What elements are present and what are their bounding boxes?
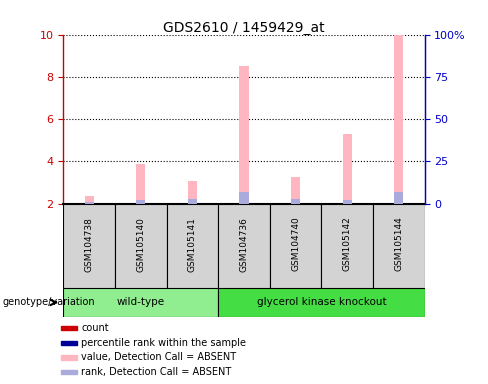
Bar bbox=[84, 202, 94, 204]
Text: GSM105142: GSM105142 bbox=[343, 217, 352, 271]
Bar bbox=[218, 204, 270, 288]
Bar bbox=[136, 164, 145, 204]
Bar bbox=[239, 192, 249, 204]
Bar bbox=[291, 177, 300, 204]
Bar bbox=[61, 370, 77, 374]
Bar bbox=[84, 196, 94, 204]
Bar bbox=[63, 204, 115, 288]
Bar bbox=[343, 200, 352, 204]
Text: wild-type: wild-type bbox=[117, 297, 165, 308]
Bar bbox=[115, 204, 166, 288]
Bar bbox=[166, 204, 218, 288]
Bar bbox=[63, 288, 218, 317]
Bar bbox=[61, 341, 77, 345]
Bar bbox=[61, 326, 77, 330]
Bar bbox=[343, 134, 352, 204]
Text: GSM104736: GSM104736 bbox=[240, 217, 248, 271]
Bar bbox=[188, 181, 197, 204]
Text: count: count bbox=[81, 323, 109, 333]
Text: rank, Detection Call = ABSENT: rank, Detection Call = ABSENT bbox=[81, 367, 231, 377]
Text: GSM104740: GSM104740 bbox=[291, 217, 300, 271]
Bar bbox=[239, 66, 249, 204]
Text: GDS2610 / 1459429_at: GDS2610 / 1459429_at bbox=[163, 21, 325, 35]
Bar bbox=[394, 192, 404, 204]
Bar bbox=[218, 288, 425, 317]
Bar bbox=[188, 199, 197, 204]
Text: value, Detection Call = ABSENT: value, Detection Call = ABSENT bbox=[81, 353, 236, 362]
Bar bbox=[373, 204, 425, 288]
Bar bbox=[61, 355, 77, 359]
Text: genotype/variation: genotype/variation bbox=[2, 297, 95, 308]
Text: glycerol kinase knockout: glycerol kinase knockout bbox=[257, 297, 386, 308]
Bar bbox=[394, 35, 404, 204]
Text: GSM105144: GSM105144 bbox=[394, 217, 403, 271]
Bar bbox=[270, 204, 322, 288]
Text: percentile rank within the sample: percentile rank within the sample bbox=[81, 338, 246, 348]
Text: GSM105141: GSM105141 bbox=[188, 217, 197, 271]
Bar bbox=[136, 200, 145, 204]
Text: GSM104738: GSM104738 bbox=[85, 217, 94, 271]
Bar bbox=[322, 204, 373, 288]
Text: GSM105140: GSM105140 bbox=[136, 217, 145, 271]
Bar bbox=[291, 199, 300, 204]
